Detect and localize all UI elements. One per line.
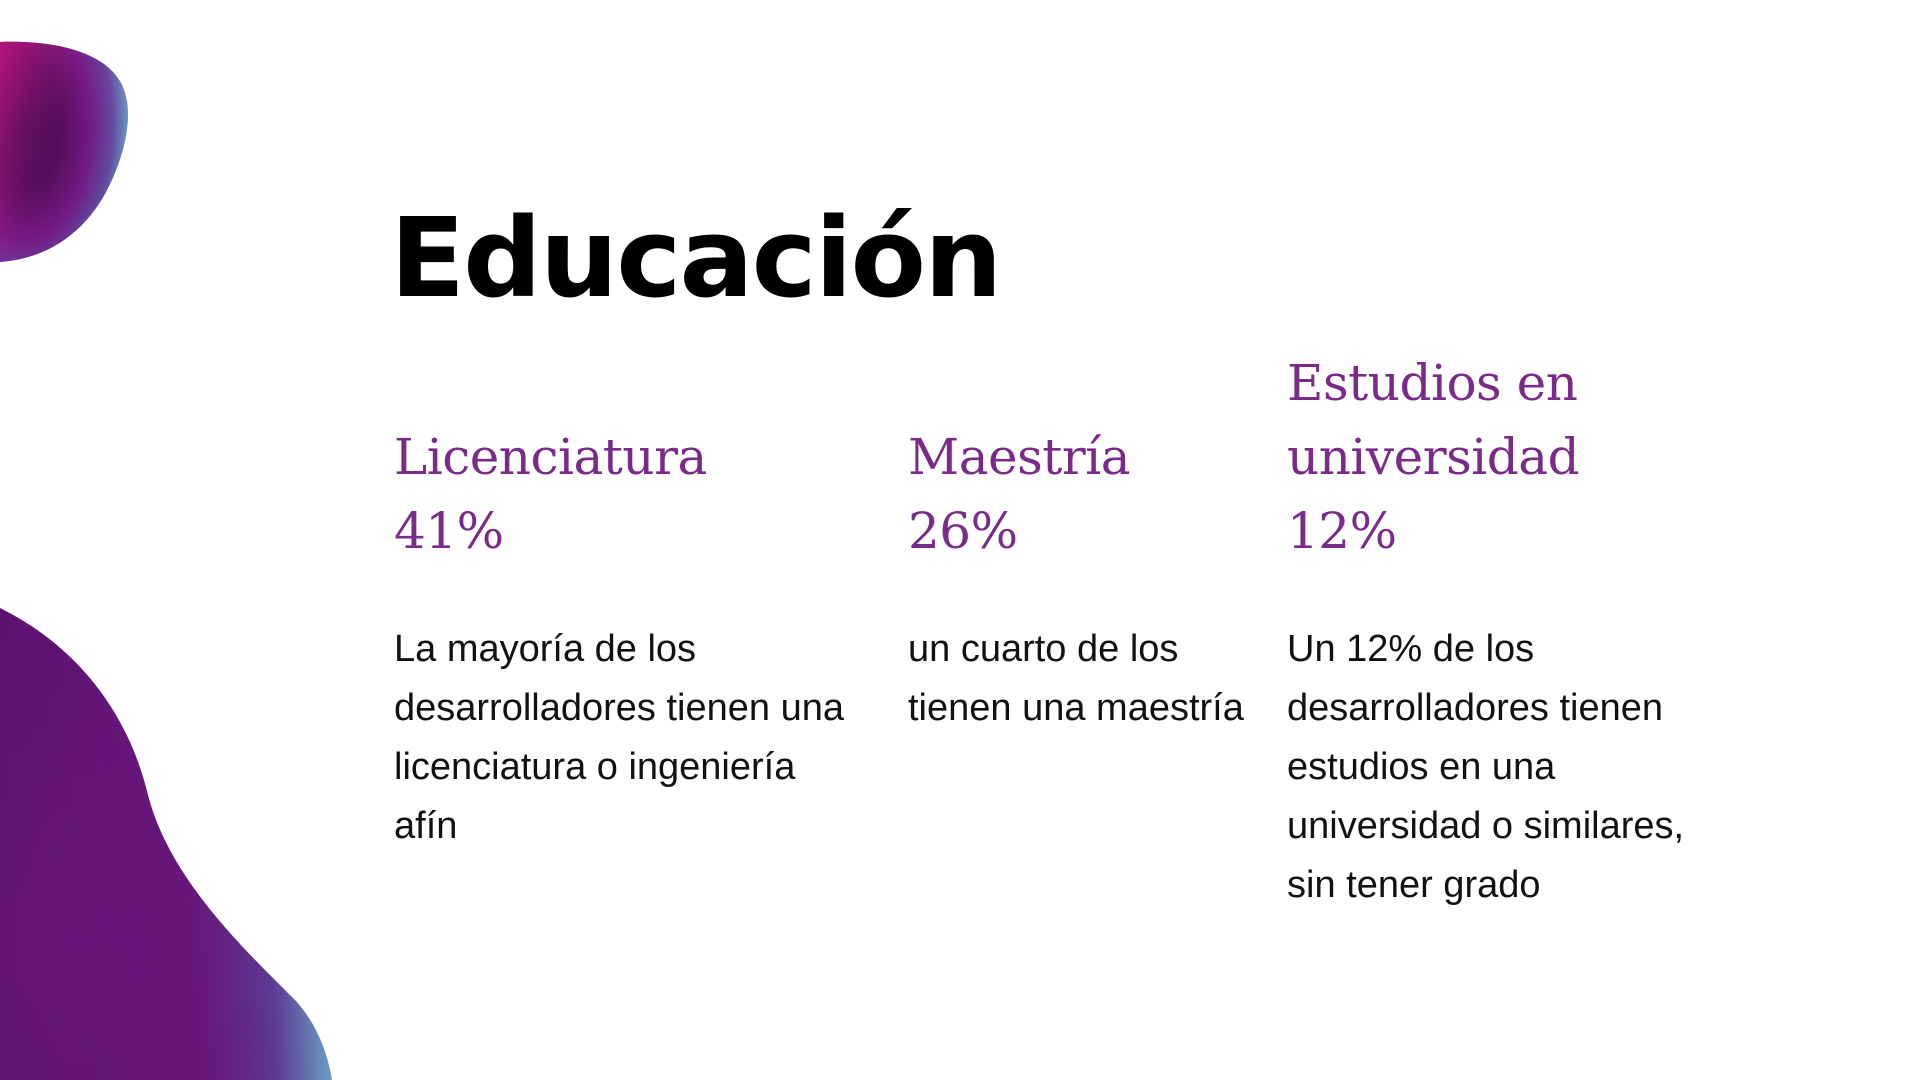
stat-heading: Maestría 26% [908, 420, 1288, 568]
stat-description: La mayoría de los desarrolladores tienen… [394, 628, 844, 847]
stat-heading-line: Licenciatura [394, 428, 707, 486]
stat-heading-line: universidad [1287, 428, 1580, 486]
page-title: Educación [390, 194, 1002, 322]
stat-heading-line: Maestría [908, 428, 1131, 486]
stat-heading-line: Estudios en [1287, 354, 1578, 412]
stat-column-licenciatura: Licenciatura 41% La mayoría de los desar… [394, 420, 854, 856]
stat-description: un cuarto de los tienen una maestría [908, 628, 1244, 729]
stat-percent: 26% [908, 502, 1018, 560]
stat-heading: Licenciatura 41% [394, 420, 854, 568]
stat-column-estudios: Estudios en universidad 12% Un 12% de lo… [1287, 346, 1707, 915]
stat-heading: Estudios en universidad 12% [1287, 346, 1707, 568]
stat-percent: 12% [1287, 502, 1397, 560]
stat-percent: 41% [394, 502, 504, 560]
stat-column-maestria: Maestría 26% un cuarto de los tienen una… [908, 420, 1288, 738]
stat-description: Un 12% de los desarrolladores tienen est… [1287, 628, 1685, 906]
